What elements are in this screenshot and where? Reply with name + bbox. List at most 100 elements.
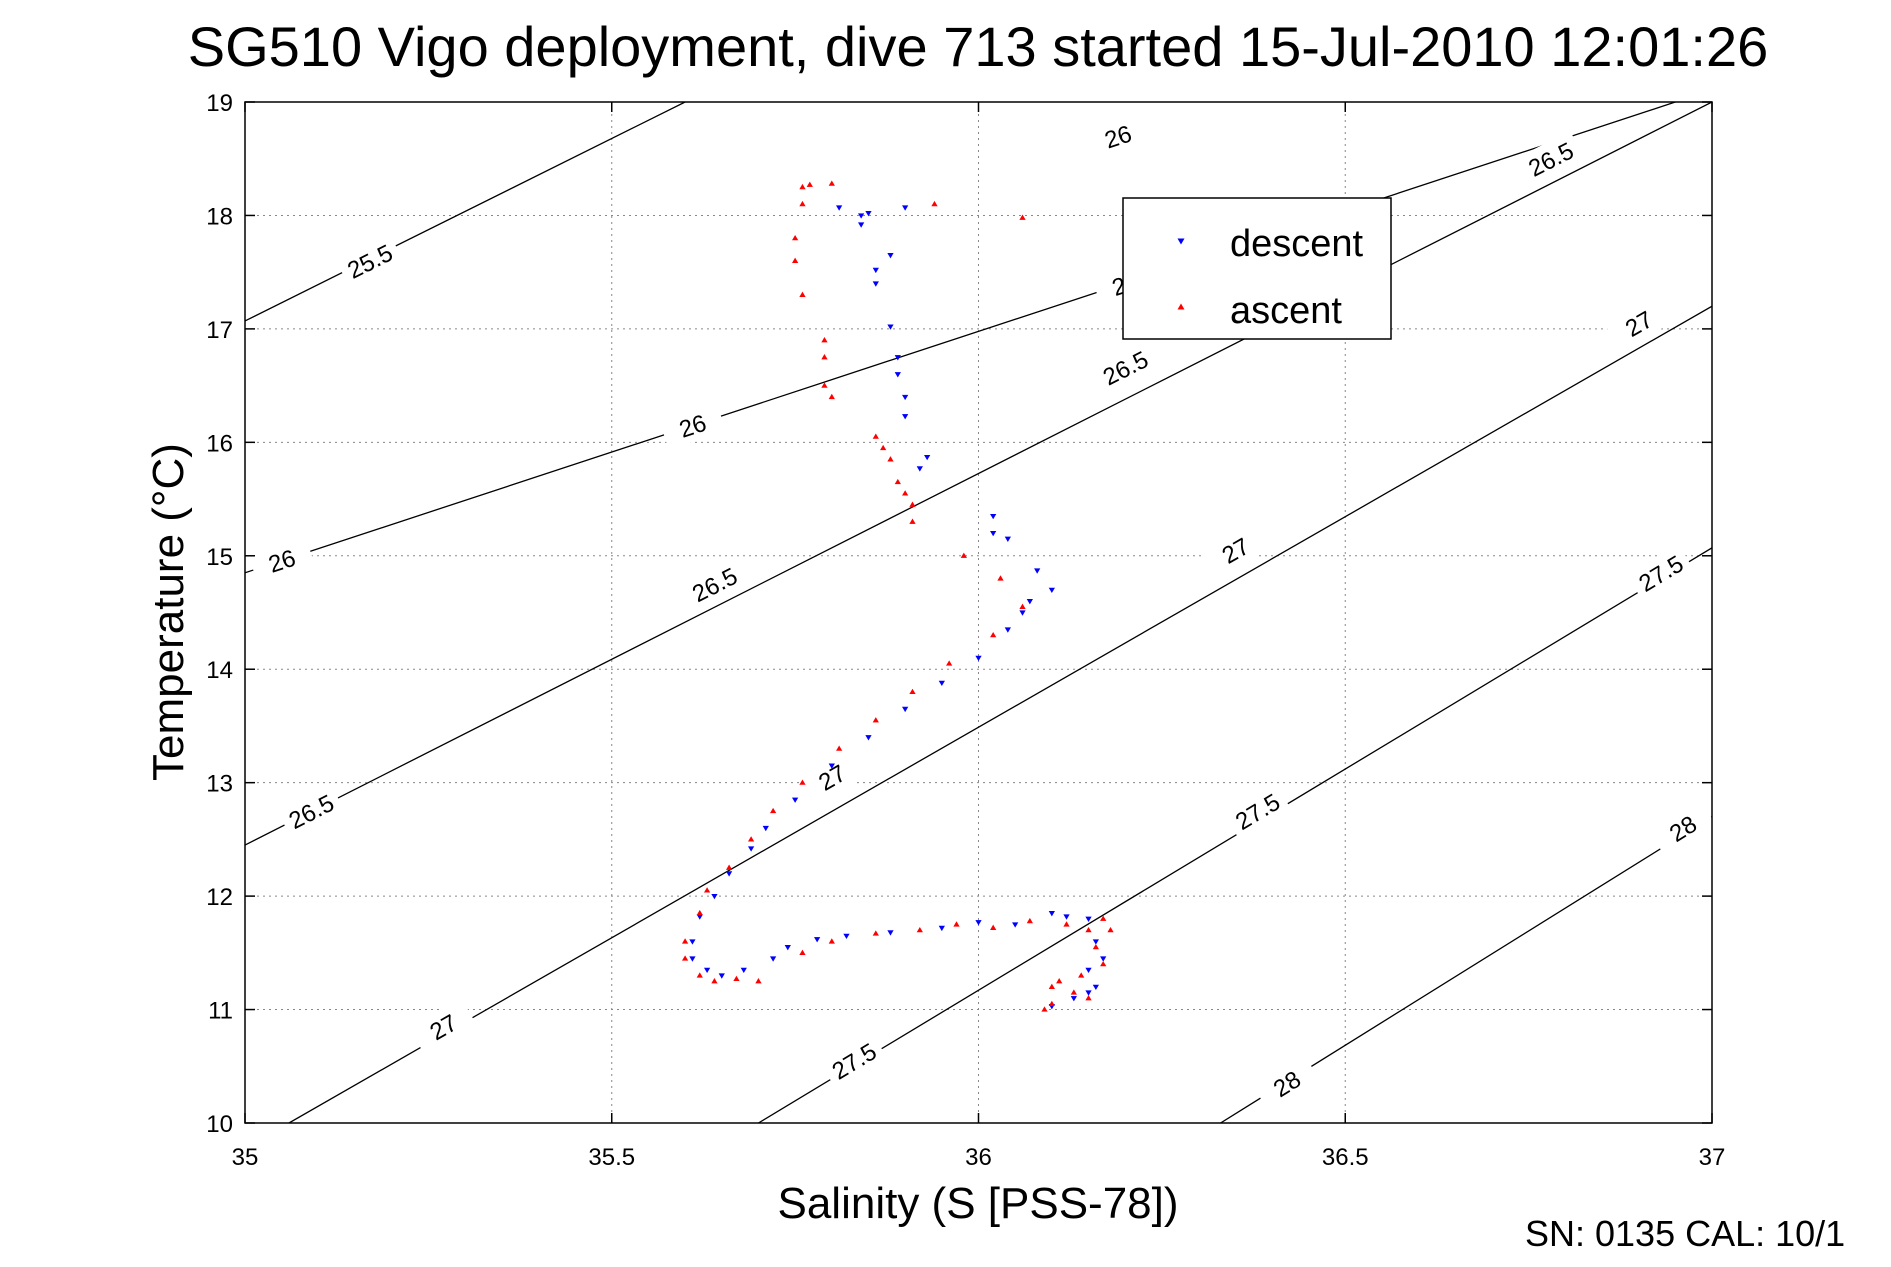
descent-point — [902, 706, 909, 713]
contour-label-bg — [819, 1031, 888, 1090]
grid-layer — [245, 102, 1712, 1123]
ascent-point — [909, 501, 916, 507]
density-contour-26.5 — [245, 102, 1712, 846]
x-tick-label: 35 — [232, 1144, 259, 1171]
descent-point — [696, 914, 703, 920]
contour-label-bg — [1084, 111, 1152, 161]
descent-point — [792, 797, 799, 803]
ascent-point — [880, 444, 887, 451]
descent-point — [1026, 599, 1033, 605]
y-tick-label: 15 — [206, 544, 233, 571]
descent-point — [887, 253, 894, 259]
ascent-point — [1019, 214, 1026, 220]
ascent-point — [836, 745, 843, 751]
contour-label-bg — [1648, 798, 1717, 858]
ascent-point — [769, 807, 777, 814]
descent-point — [872, 281, 879, 287]
ascent-point — [799, 183, 806, 190]
descent-point — [1034, 568, 1041, 574]
legend-marker-descent — [1177, 238, 1185, 245]
ascent-point — [1092, 943, 1099, 950]
ascent-point — [703, 887, 711, 893]
ascent-point — [894, 478, 901, 485]
ascent-point — [696, 909, 703, 916]
ascent-point — [909, 518, 916, 524]
descent-point — [938, 680, 945, 687]
ascent-point — [1019, 603, 1026, 609]
descent-point — [902, 205, 909, 211]
descent-point — [784, 945, 791, 951]
contour-label-bg — [1201, 521, 1270, 579]
legend-label-descent: descent — [1230, 223, 1364, 265]
descent-point — [858, 213, 865, 219]
descent-point — [990, 513, 997, 520]
ascent-point — [960, 552, 967, 558]
ascent-point — [799, 291, 806, 297]
descent-point — [1085, 916, 1092, 922]
contour-label-bg — [1252, 1053, 1321, 1113]
density-contour-27 — [288, 305, 1712, 1123]
ascent-point — [806, 181, 813, 187]
descent-point — [1063, 914, 1070, 920]
descent-point — [718, 973, 725, 979]
x-tick-label: 36 — [965, 1144, 992, 1171]
descent-point — [894, 372, 901, 378]
descent-point — [1100, 956, 1107, 962]
descent-point — [1048, 911, 1055, 917]
ascent-point — [1063, 921, 1070, 927]
density-contour-25.5 — [245, 102, 686, 322]
ascent-point — [946, 660, 953, 666]
ascent-point — [821, 337, 828, 343]
contour-label-bg — [277, 783, 346, 839]
y-tick-label: 17 — [206, 317, 233, 344]
legend-markers — [1177, 238, 1185, 310]
descent-point — [769, 956, 777, 962]
ascent-point — [828, 393, 835, 400]
ascent-point — [990, 631, 997, 638]
ascent-point — [902, 490, 909, 496]
contour-label-bg — [409, 997, 478, 1056]
descent-point — [975, 655, 982, 662]
contour-label-bg — [797, 748, 866, 806]
y-tick-label: 16 — [206, 430, 233, 457]
contour-label-bg — [1626, 543, 1695, 602]
contour-label-bg — [335, 233, 404, 289]
descent-point — [1092, 984, 1099, 991]
y-tick-label: 13 — [206, 771, 233, 798]
descent-point — [990, 530, 997, 537]
descent-point — [916, 466, 923, 472]
descent-point — [1012, 922, 1019, 928]
descent-point — [938, 925, 945, 932]
ascent-point — [1078, 972, 1085, 978]
legend-label-ascent: ascent — [1230, 290, 1342, 332]
contour-label-bg — [658, 400, 726, 450]
ascent-point — [1107, 926, 1114, 933]
ascent-point — [725, 864, 733, 870]
descent-point — [1019, 610, 1026, 616]
descent-point — [924, 454, 931, 461]
ascent-point — [872, 717, 879, 723]
y-tick-label: 14 — [206, 657, 233, 684]
descent-point — [689, 956, 696, 962]
x-tick-label: 36.5 — [1322, 1144, 1369, 1171]
y-tick-label: 11 — [208, 998, 233, 1025]
ascent-point — [747, 836, 755, 842]
ascent-point — [681, 955, 689, 961]
ascent-point — [828, 180, 835, 186]
ascent-point — [792, 234, 799, 241]
ascent-point — [953, 921, 960, 927]
descent-point — [902, 394, 909, 401]
descent-point — [1048, 587, 1055, 594]
ascent-point — [1085, 995, 1092, 1001]
descent-point — [975, 920, 982, 926]
y-tick-label: 19 — [206, 90, 233, 117]
descent-point — [836, 205, 843, 211]
ascent-point — [755, 978, 762, 984]
ascent-point — [1048, 983, 1055, 989]
ascent-point — [799, 949, 806, 955]
descent-point — [747, 846, 755, 852]
descent-point — [865, 735, 872, 741]
descent-point — [689, 939, 696, 945]
contour-label-bg — [1604, 294, 1673, 353]
